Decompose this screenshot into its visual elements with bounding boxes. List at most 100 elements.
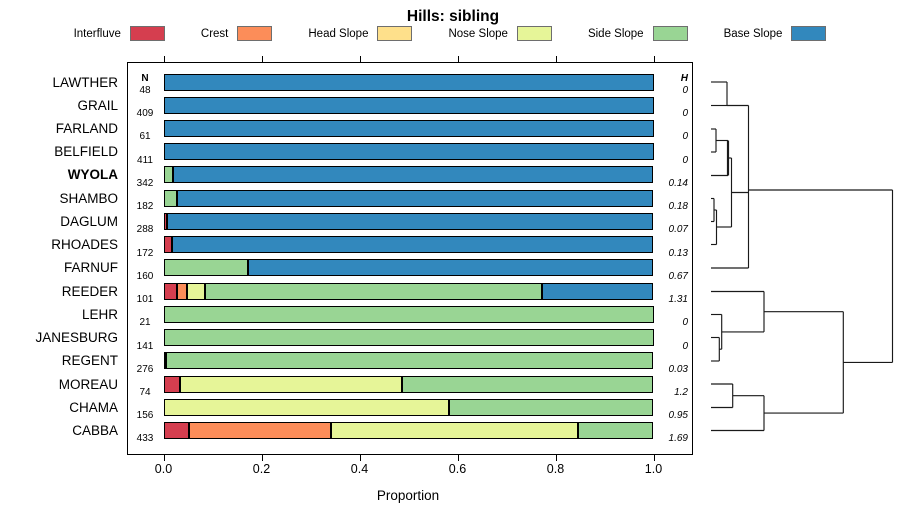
row-label: FARNUF bbox=[64, 260, 118, 276]
bar bbox=[163, 282, 654, 300]
n-value: 433 bbox=[136, 433, 154, 445]
bar bbox=[163, 119, 654, 137]
bar bbox=[163, 236, 654, 254]
bar-segment-base-slope bbox=[163, 119, 654, 137]
x-tick-bottom bbox=[653, 455, 655, 461]
n-value: 182 bbox=[136, 201, 154, 213]
x-tick-label: 0.8 bbox=[546, 462, 565, 476]
row-label: CHAMA bbox=[69, 399, 118, 415]
x-tick-label: 0.0 bbox=[154, 462, 173, 476]
h-value: 0 bbox=[682, 85, 688, 96]
bar bbox=[163, 398, 654, 416]
bar-segment-base-slope bbox=[167, 212, 654, 230]
bar-segment-side-slope bbox=[163, 189, 177, 207]
n-value: 141 bbox=[136, 340, 154, 352]
legend: Interfluve Crest Head Slope Nose Slope Side … bbox=[0, 26, 900, 41]
row-label: CABBA bbox=[72, 422, 118, 438]
h-value: 0 bbox=[682, 317, 688, 329]
x-tick-bottom bbox=[359, 455, 361, 461]
legend-item: Nose Slope bbox=[448, 26, 552, 41]
bar bbox=[163, 352, 654, 370]
row-label: FARLAND bbox=[55, 120, 118, 136]
h-value: 1.69 bbox=[668, 433, 688, 445]
n-column-header: N bbox=[141, 73, 149, 84]
x-tick-label: 0.2 bbox=[252, 462, 271, 476]
h-value: 0.95 bbox=[668, 410, 688, 422]
bar bbox=[163, 166, 654, 184]
row-label: DAGLUM bbox=[60, 213, 118, 229]
h-value: 0 bbox=[682, 108, 688, 120]
row-label: RHOADES bbox=[51, 237, 118, 253]
h-value: 0 bbox=[682, 340, 688, 352]
h-value: 0.07 bbox=[668, 224, 688, 236]
bar bbox=[163, 421, 654, 439]
n-value: 160 bbox=[136, 270, 154, 282]
bar-segment-crest bbox=[189, 421, 332, 439]
row-label: REGENT bbox=[61, 353, 118, 369]
legend-item: Crest bbox=[201, 26, 273, 41]
n-value: 21 bbox=[139, 317, 151, 329]
legend-label: Side Slope bbox=[587, 27, 644, 40]
legend-swatch bbox=[791, 26, 827, 41]
bar bbox=[163, 143, 654, 161]
bar-segment-nose-slope bbox=[179, 375, 403, 393]
x-tick-top bbox=[261, 56, 263, 62]
x-tick-top bbox=[653, 56, 655, 62]
bar-segment-side-slope bbox=[448, 398, 654, 416]
legend-swatch bbox=[237, 26, 273, 41]
x-tick-label: 0.4 bbox=[350, 462, 369, 476]
n-value: 61 bbox=[139, 131, 151, 143]
chart-title: Hills: sibling bbox=[406, 8, 500, 25]
bar-segment-interfluve bbox=[163, 352, 166, 370]
x-tick-top bbox=[555, 56, 557, 62]
bar-segment-side-slope bbox=[163, 329, 654, 347]
x-tick-bottom bbox=[555, 455, 557, 461]
legend-label: Interfluve bbox=[73, 27, 121, 40]
bar-segment-crest bbox=[177, 282, 188, 300]
bar-segment-side-slope bbox=[163, 305, 654, 323]
row-label: WYOLA bbox=[67, 167, 118, 183]
bar bbox=[163, 73, 654, 91]
bar-segment-base-slope bbox=[163, 73, 654, 91]
legend-swatch bbox=[129, 26, 165, 41]
x-tick-top bbox=[163, 56, 165, 62]
bar-segment-base-slope bbox=[541, 282, 654, 300]
h-value: 0.13 bbox=[668, 247, 688, 259]
n-value: 172 bbox=[136, 247, 154, 259]
bar bbox=[163, 305, 654, 323]
bar-segment-interfluve bbox=[163, 421, 190, 439]
bar bbox=[163, 259, 654, 277]
legend-item: Head Slope bbox=[308, 26, 413, 41]
bar-segment-base-slope bbox=[176, 189, 654, 207]
bar-segment-side-slope bbox=[165, 352, 654, 370]
n-value: 288 bbox=[136, 224, 154, 236]
x-tick-bottom bbox=[261, 455, 263, 461]
legend-swatch bbox=[652, 26, 688, 41]
bar-segment-interfluve bbox=[163, 375, 180, 393]
x-tick-label: 0.6 bbox=[448, 462, 467, 476]
legend-item: Side Slope bbox=[588, 26, 688, 41]
h-column-header: H bbox=[680, 73, 688, 84]
row-label: LAWTHER bbox=[52, 74, 118, 90]
bar-segment-side-slope bbox=[163, 166, 174, 184]
row-label: REEDER bbox=[61, 283, 118, 299]
n-value: 101 bbox=[136, 294, 154, 306]
h-value: 0 bbox=[682, 131, 688, 143]
legend-swatch bbox=[516, 26, 552, 41]
n-value: 74 bbox=[139, 387, 151, 399]
x-tick-top bbox=[359, 56, 361, 62]
h-value: 0.18 bbox=[668, 201, 688, 213]
h-value: 1.31 bbox=[668, 294, 688, 306]
legend-label: Nose Slope bbox=[448, 27, 508, 40]
bar-segment-nose-slope bbox=[163, 398, 449, 416]
bar-segment-side-slope bbox=[205, 282, 542, 300]
row-label: JANESBURG bbox=[35, 330, 118, 346]
h-value: 0 bbox=[682, 154, 688, 166]
n-value: 342 bbox=[136, 177, 154, 189]
bar-segment-side-slope bbox=[578, 421, 654, 439]
x-tick-bottom bbox=[457, 455, 459, 461]
h-value: 0.67 bbox=[668, 270, 688, 282]
n-value: 409 bbox=[136, 108, 154, 120]
